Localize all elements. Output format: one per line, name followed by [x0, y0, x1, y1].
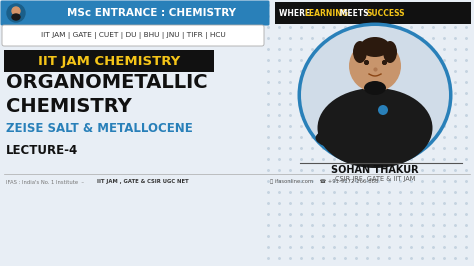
Text: CSIR JRF, GATE & IIT JAM: CSIR JRF, GATE & IIT JAM: [335, 176, 415, 182]
Circle shape: [12, 7, 20, 15]
Text: ORGANOMETALLIC: ORGANOMETALLIC: [6, 73, 208, 92]
Text: LEARNING: LEARNING: [304, 9, 348, 18]
Ellipse shape: [364, 81, 386, 95]
FancyBboxPatch shape: [0, 1, 270, 26]
Text: IIT JAM , GATE & CSIR UGC NET: IIT JAM , GATE & CSIR UGC NET: [97, 180, 189, 185]
Text: ZEISE SALT & METALLOCENE: ZEISE SALT & METALLOCENE: [6, 122, 193, 135]
Text: CHEMISTRY: CHEMISTRY: [6, 97, 132, 115]
Text: IIT JAM CHEMISTRY: IIT JAM CHEMISTRY: [38, 55, 180, 68]
Ellipse shape: [383, 41, 397, 63]
FancyBboxPatch shape: [2, 25, 264, 46]
Ellipse shape: [298, 23, 453, 168]
Text: IFAS : India's No. 1 Institute  –: IFAS : India's No. 1 Institute –: [6, 180, 87, 185]
Ellipse shape: [318, 88, 432, 168]
Text: LECTURE-4: LECTURE-4: [6, 143, 78, 156]
Text: SOHAN THAKUR: SOHAN THAKUR: [331, 165, 419, 175]
Ellipse shape: [353, 41, 367, 63]
Text: WHERE: WHERE: [279, 9, 313, 18]
Ellipse shape: [366, 74, 384, 90]
Text: IIT JAM | GATE | CUET | DU | BHU | JNU | TIFR | HCU: IIT JAM | GATE | CUET | DU | BHU | JNU |…: [41, 32, 225, 39]
Text: MSc ENTRANCE : CHEMISTRY: MSc ENTRANCE : CHEMISTRY: [67, 8, 237, 18]
Text: SUCCESS: SUCCESS: [366, 9, 405, 18]
Text: ⓘ ifasonline.com    ☎ +91-9172-266-888: ⓘ ifasonline.com ☎ +91-9172-266-888: [270, 180, 378, 185]
Circle shape: [349, 40, 401, 92]
Ellipse shape: [301, 26, 449, 164]
Circle shape: [7, 4, 25, 22]
FancyBboxPatch shape: [275, 2, 471, 24]
Ellipse shape: [316, 124, 410, 152]
Ellipse shape: [360, 37, 390, 57]
Text: MEETS: MEETS: [337, 9, 371, 18]
FancyBboxPatch shape: [4, 50, 214, 72]
Circle shape: [378, 105, 388, 115]
Ellipse shape: [12, 14, 20, 20]
